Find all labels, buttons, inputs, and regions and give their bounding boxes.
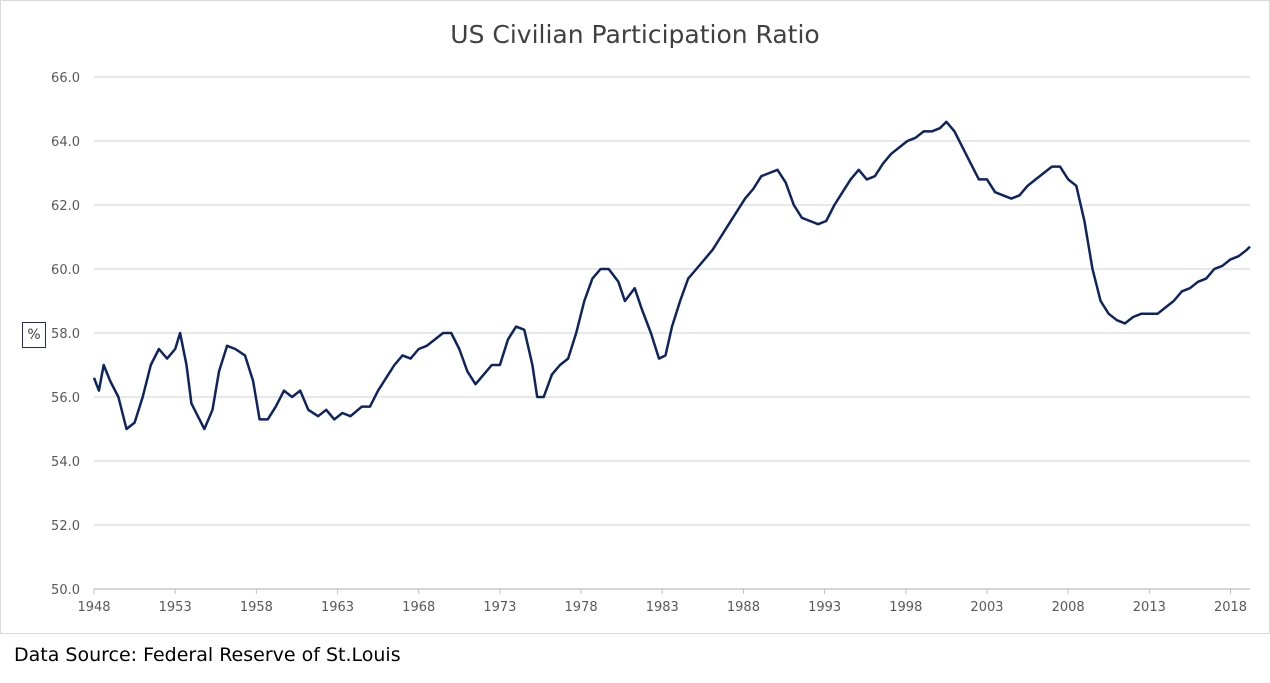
x-tick-label: 2018 [1214,600,1247,615]
x-tick-label: 1993 [808,600,841,615]
x-tick-label: 1953 [159,600,192,615]
x-tick-label: 1998 [889,600,922,615]
x-tick-label: 1988 [727,600,760,615]
series-line [92,120,1251,431]
y-tick-label: 58.0 [51,327,80,342]
x-tick-label: 1968 [402,600,435,615]
y-tick-label: 54.0 [51,455,80,470]
x-tick-label: 2013 [1133,600,1166,615]
y-tick-label: 62.0 [51,199,80,214]
x-tick-label: 1978 [565,600,598,615]
x-tick-label: 1963 [321,600,354,615]
y-axis-unit-label: % [22,322,46,348]
y-tick-label: 50.0 [51,583,80,598]
y-tick-label: 66.0 [51,71,80,86]
x-tick-label: 2008 [1052,600,1085,615]
y-tick-label: 56.0 [51,391,80,406]
x-tick-label: 2003 [970,600,1003,615]
x-tick-label: 1948 [77,600,110,615]
chart-frame [0,0,1270,634]
chart-title: US Civilian Participation Ratio [450,20,820,49]
y-tick-label: 64.0 [51,135,80,150]
data-source-note: Data Source: Federal Reserve of St.Louis [14,644,401,666]
x-tick-label: 1983 [646,600,679,615]
y-tick-label: 60.0 [51,263,80,278]
x-tick-label: 1958 [240,600,273,615]
y-tick-label: 52.0 [51,519,80,534]
x-tick-label: 1973 [483,600,516,615]
